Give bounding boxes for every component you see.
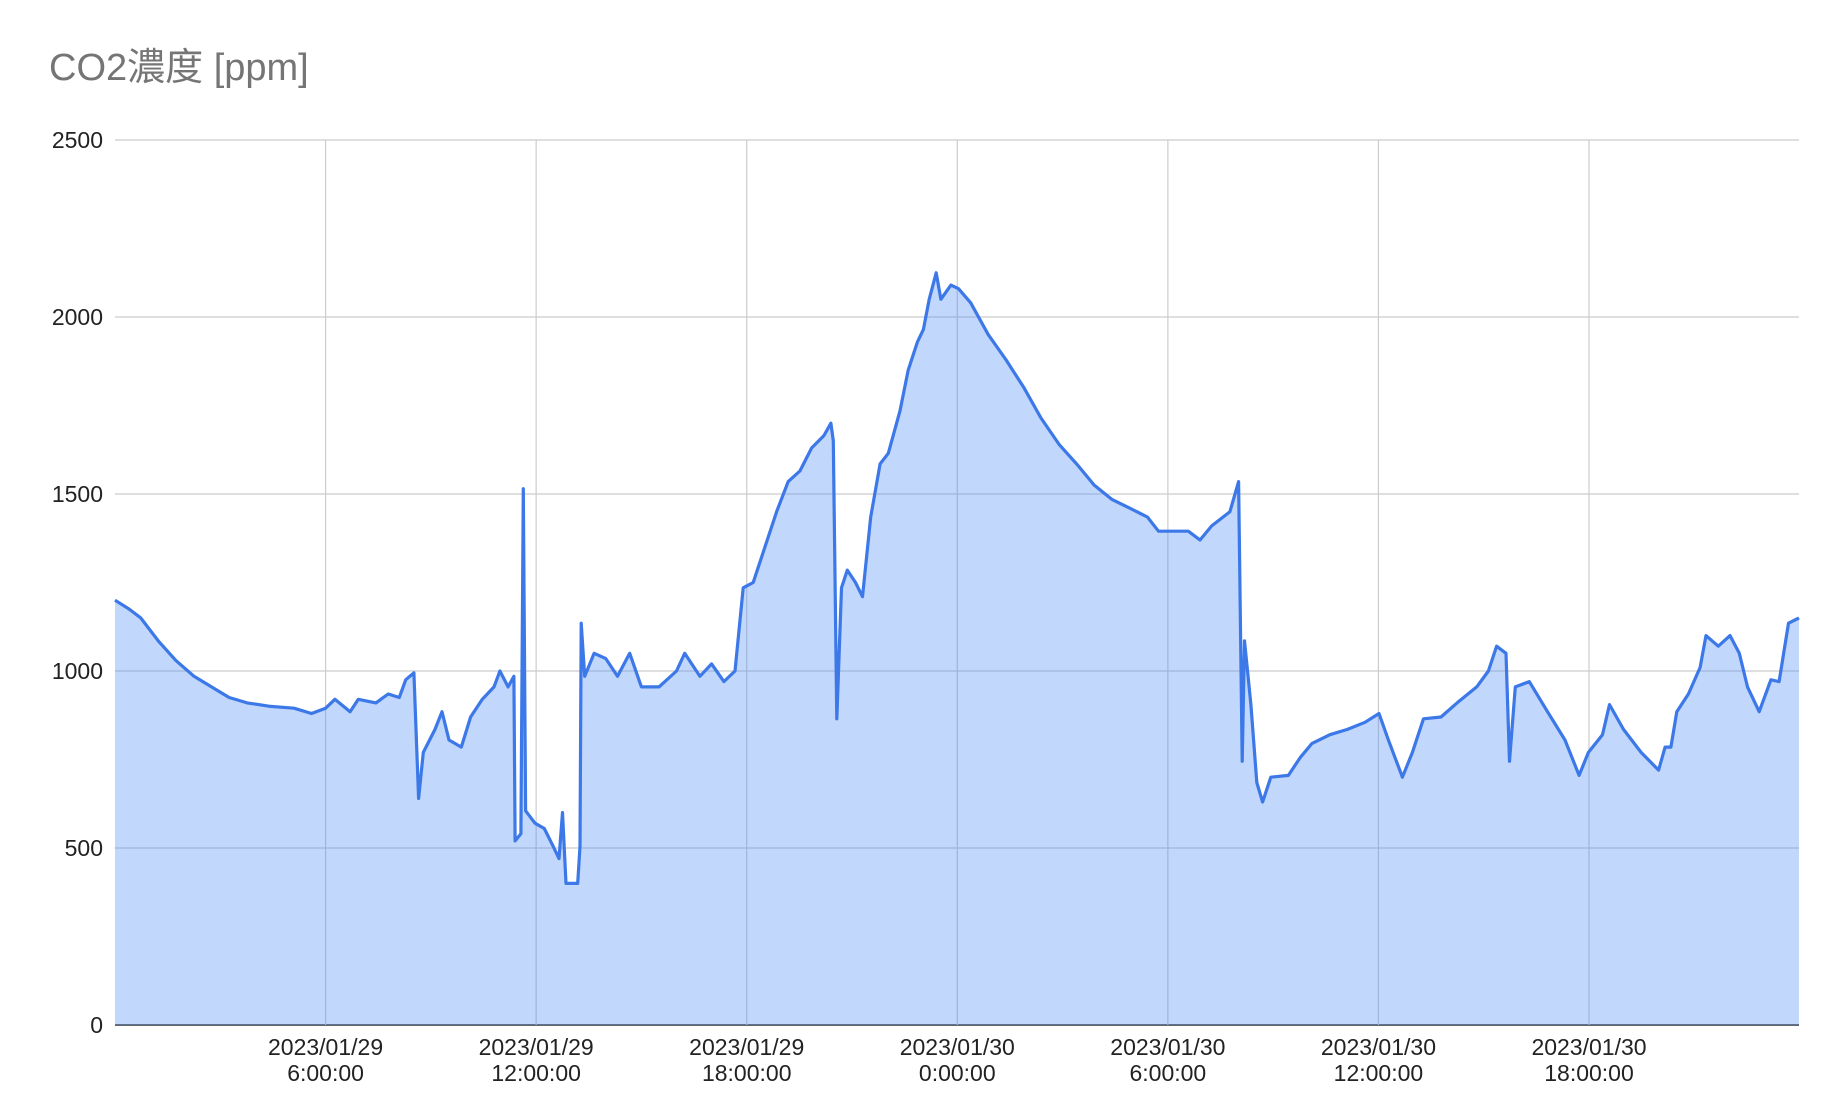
- line: [114, 271, 1800, 885]
- x-tick-label: 2023/01/30 12:00:00: [1321, 1034, 1436, 1086]
- x-tick-label: 2023/01/29 6:00:00: [268, 1034, 383, 1086]
- x-tick-label: 2023/01/29 12:00:00: [479, 1034, 594, 1086]
- x-tick-label-line: 12:00:00: [491, 1060, 581, 1086]
- x-tick-label: 2023/01/30 0:00:00: [900, 1034, 1015, 1086]
- x-tick-label-line: 18:00:00: [702, 1060, 792, 1086]
- x-tick-label-line: 0:00:00: [919, 1060, 996, 1086]
- y-tick-label: 1000: [52, 658, 103, 684]
- area-fill: [115, 272, 1799, 1025]
- y-tick-label: 0: [90, 1012, 103, 1038]
- x-tick-label-line: 2023/01/30: [1531, 1034, 1646, 1060]
- x-tick-label-line: 6:00:00: [1129, 1060, 1206, 1086]
- x-tick-label-line: 12:00:00: [1334, 1060, 1424, 1086]
- y-tick-label: 500: [65, 835, 103, 861]
- x-tick-label: 2023/01/30 18:00:00: [1531, 1034, 1646, 1086]
- y-tick-label: 1500: [52, 481, 103, 507]
- y-tick-label: 2000: [52, 304, 103, 330]
- y-tick-label: 2500: [52, 127, 103, 153]
- x-tick-label-line: 2023/01/29: [479, 1034, 594, 1060]
- x-tick-label-line: 2023/01/30: [900, 1034, 1015, 1060]
- x-tick-label: 2023/01/29 18:00:00: [689, 1034, 804, 1086]
- x-tick-label-line: 2023/01/30: [1110, 1034, 1225, 1060]
- x-tick-label: 2023/01/30 6:00:00: [1110, 1034, 1225, 1086]
- chart-title: CO2濃度 [ppm]: [49, 47, 309, 89]
- x-tick-label-line: 6:00:00: [287, 1060, 364, 1086]
- x-tick-label-line: 2023/01/30: [1321, 1034, 1436, 1060]
- x-tick-label-line: 2023/01/29: [689, 1034, 804, 1060]
- x-tick-label-line: 2023/01/29: [268, 1034, 383, 1060]
- x-tick-label-line: 18:00:00: [1544, 1060, 1634, 1086]
